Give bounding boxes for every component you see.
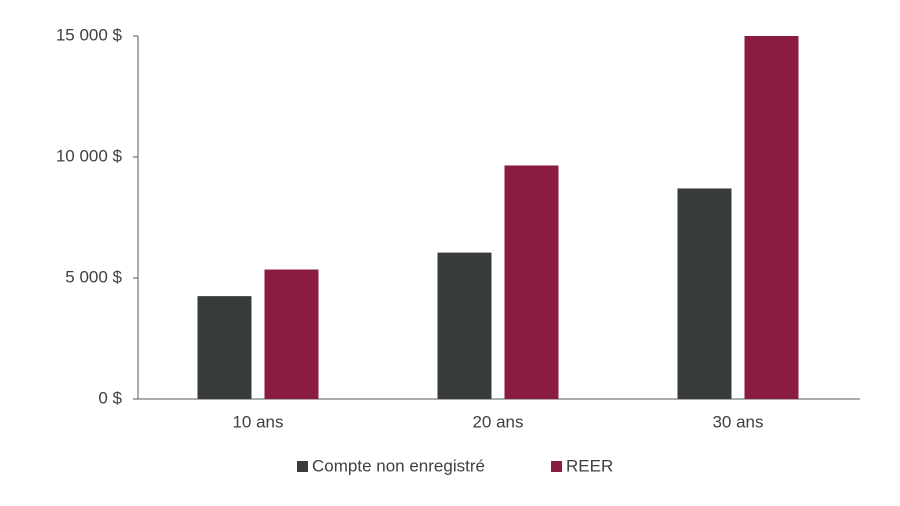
bar (264, 269, 319, 399)
y-tick-label: 5 000 $ (65, 267, 122, 286)
bar (437, 252, 492, 399)
legend-swatch (297, 461, 308, 472)
x-tick-label: 10 ans (232, 412, 283, 431)
bar (677, 188, 732, 399)
y-tick-label: 0 $ (98, 388, 122, 407)
bar (504, 165, 559, 399)
x-tick-label: 20 ans (472, 412, 523, 431)
bar (197, 296, 252, 399)
legend-label: Compte non enregistré (312, 456, 485, 475)
y-tick-label: 10 000 $ (56, 146, 123, 165)
legend-swatch (551, 461, 562, 472)
y-tick-label: 15 000 $ (56, 25, 123, 44)
bar (744, 36, 799, 399)
x-tick-label: 30 ans (712, 412, 763, 431)
legend-label: REER (566, 456, 613, 475)
